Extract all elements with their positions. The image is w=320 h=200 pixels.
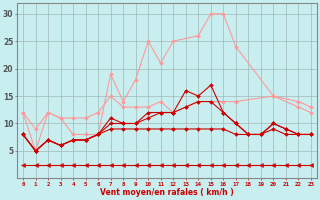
X-axis label: Vent moyen/en rafales ( km/h ): Vent moyen/en rafales ( km/h ) (100, 188, 234, 197)
